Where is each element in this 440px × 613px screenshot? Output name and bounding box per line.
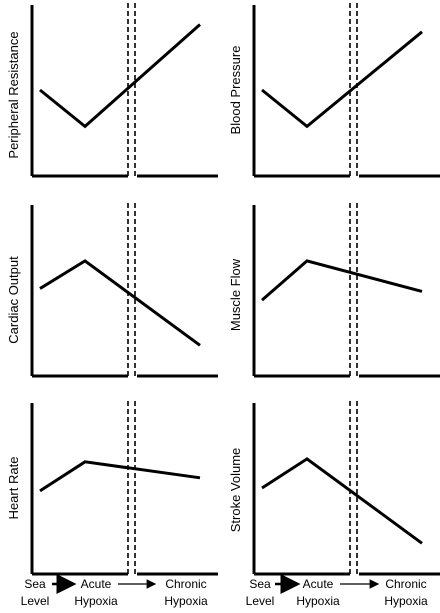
panel-heart-rate: Heart Rate	[6, 401, 218, 576]
xlabel-acute-hypoxia-right: Hypoxia	[296, 594, 340, 608]
series-line-cardiac-output	[39, 259, 201, 347]
xlabel-sea-right: Sea	[249, 577, 271, 591]
xlabel-chronic-hypoxia-right: Hypoxia	[384, 594, 428, 608]
panel-blood-pressure: Blood Pressure	[228, 3, 440, 178]
plot-heart-rate	[30, 401, 218, 576]
plot-cardiac-output	[30, 203, 218, 378]
series-line-peripheral-resistance	[39, 23, 201, 129]
x-axis-labels-right: Sea Level Acute Hypoxia Chronic Hypoxia	[246, 574, 428, 608]
x-axis-labels-left: Sea Level Acute Hypoxia Chronic Hypoxia	[21, 574, 208, 608]
ylabel-heart-rate: Heart Rate	[6, 457, 21, 520]
series-line-stroke-volume	[261, 457, 423, 545]
plot-peripheral-resistance	[30, 3, 218, 178]
panel-cardiac-output: Cardiac Output	[6, 203, 218, 378]
xlabel-chronic-right: Chronic	[385, 577, 426, 591]
plot-blood-pressure	[252, 3, 440, 178]
series-line-blood-pressure	[261, 30, 423, 129]
ylabel-blood-pressure: Blood Pressure	[228, 46, 243, 135]
ylabel-peripheral-resistance: Peripheral Resistance	[6, 31, 21, 158]
ylabel-muscle-flow: Muscle Flow	[228, 258, 243, 331]
series-line-muscle-flow	[261, 259, 423, 302]
series-line-heart-rate	[39, 460, 201, 493]
plot-stroke-volume	[252, 401, 440, 576]
xlabel-acute-right: Acute	[303, 577, 334, 591]
panel-muscle-flow: Muscle Flow	[228, 203, 440, 378]
xlabel-level-left: Level	[21, 594, 50, 608]
plot-muscle-flow	[252, 203, 440, 378]
xlabel-level-right: Level	[246, 594, 275, 608]
xlabel-acute-left: Acute	[81, 577, 112, 591]
xlabel-chronic-left: Chronic	[165, 577, 206, 591]
xlabel-acute-hypoxia-left: Hypoxia	[74, 594, 118, 608]
xlabel-sea-left: Sea	[24, 577, 46, 591]
xlabel-chronic-hypoxia-left: Hypoxia	[164, 594, 208, 608]
ylabel-cardiac-output: Cardiac Output	[6, 256, 21, 344]
panel-stroke-volume: Stroke Volume	[228, 401, 440, 576]
panel-peripheral-resistance: Peripheral Resistance	[6, 3, 218, 178]
ylabel-stroke-volume: Stroke Volume	[228, 448, 243, 533]
